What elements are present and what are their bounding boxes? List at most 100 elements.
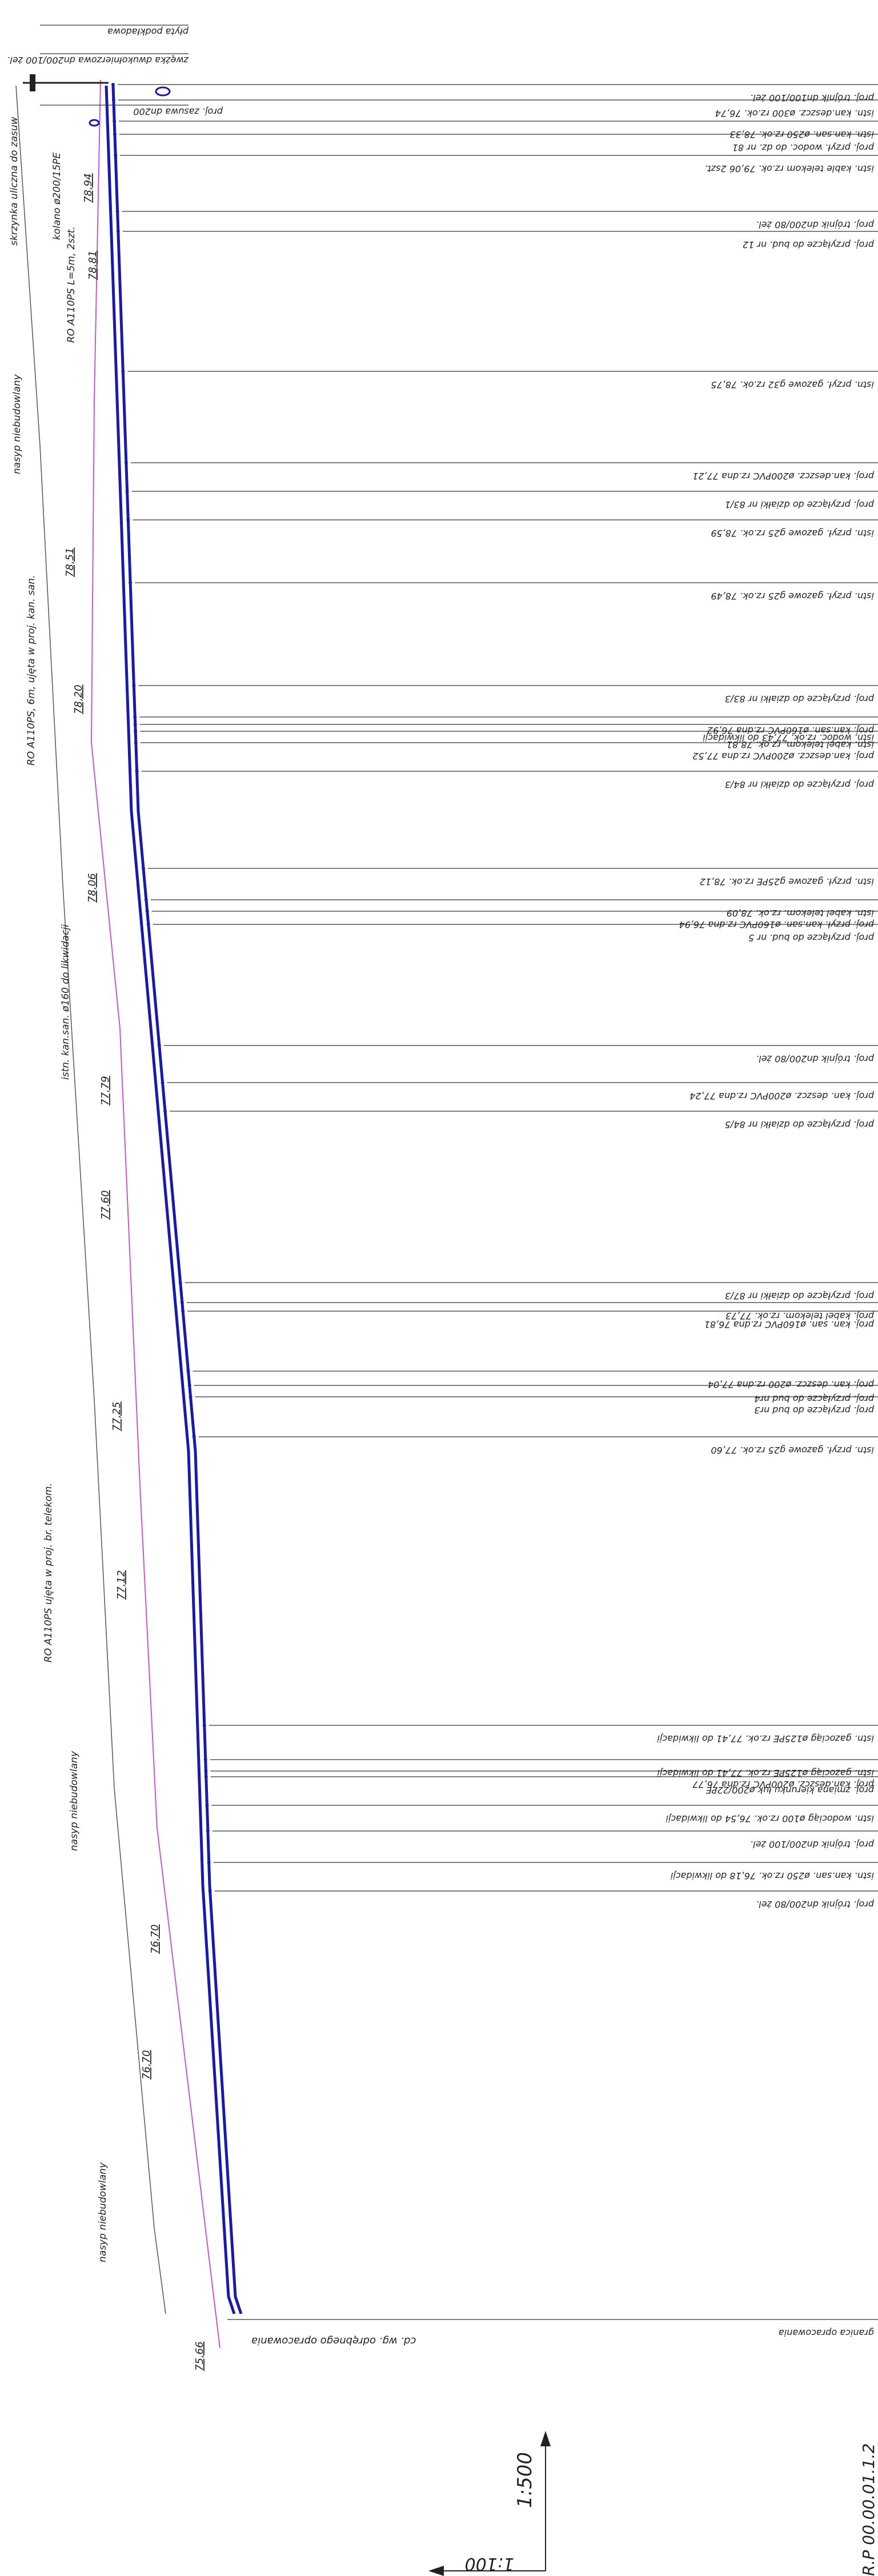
right-label: proj. przył. wodoc. do dz. nr 81: [732, 142, 875, 153]
right-label: istn. kable telekom rz.ok. 79,06 2szt.: [704, 163, 874, 174]
top-note: zwężka dwukołnierzowa dn200/100 żel.: [7, 55, 189, 66]
right-label: granica opracowania: [779, 2327, 874, 2338]
scale-horizontal: 1:100: [465, 2554, 514, 2574]
main-pipe: [105, 85, 243, 2314]
node-dot: [115, 210, 119, 213]
right-label: istn. wodoc. rz.ok. 77,43 do likwidacji: [703, 732, 874, 743]
right-label: proj. przyłącze do działki nr 83/1: [725, 499, 875, 510]
elevation-mark: 78,94: [82, 173, 94, 203]
node-dot: [111, 83, 115, 86]
node-dot: [111, 98, 115, 102]
node-dot: [178, 1281, 182, 1284]
node-dot: [157, 1044, 161, 1047]
node-dot: [113, 119, 117, 123]
right-label: istn. wodociąg ø100 rz.ok. 76,54 do likw…: [665, 1813, 874, 1824]
node-dot: [134, 730, 138, 733]
right-label: proj. przył. kan.san. ø160PVC rz.dna 76,…: [679, 919, 875, 930]
elevation-mark: 77,60: [99, 1190, 111, 1220]
right-label: proj. kan.deszcz. ø200PVC rz.dna 77,52: [692, 751, 875, 762]
left-note: skrzynka uliczna do zasuw: [9, 117, 20, 246]
right-label: proj. trójnik dn100/100 żel.: [750, 93, 875, 103]
node-dot: [189, 1395, 193, 1399]
right-label: proj. przyłącze do działki nr 84/5: [725, 1119, 875, 1130]
right-label: proj. trójnik dn200/100 żel.: [750, 1839, 875, 1850]
right-label: istn. przył. gazowe g25 rz.ok. 78,49: [711, 591, 874, 602]
scale-indicator: 1:500 1:100: [428, 2431, 551, 2576]
right-label: proj. trójnik dn200/80 żel.: [756, 219, 875, 230]
elevation-mark: 77,79: [99, 1076, 111, 1105]
elevation-mark: 77,25: [111, 1401, 123, 1431]
right-label: proj. kan. deszcz. ø200PVC rz.dna 77,24: [689, 1091, 875, 1101]
right-label: istn. kan.san. ø250 rz.ok. 76,18 do likw…: [670, 1870, 874, 1881]
node-dot: [145, 910, 149, 913]
right-label: proj. przyłącze do bud. nr 5: [748, 932, 875, 943]
right-label: proj. kan.deszcz. ø200PVC rz.dna 77,21: [692, 471, 875, 482]
right-label: proj. przyłącze do działki nr 87/3: [725, 1291, 875, 1301]
node-dot: [135, 770, 139, 773]
node-dot: [203, 1758, 207, 1761]
elevation-mark: 76,70: [149, 1924, 161, 1954]
left-note: RO A110PS, 6m, ujęta w proj. kan. san.: [26, 575, 37, 766]
right-label: proj. przyłącze do działki nr 83/3: [725, 694, 875, 704]
right-label: proj. przyłącze do działki nr 84/3: [725, 779, 875, 790]
left-note: nasyp niebudowlany: [97, 2162, 109, 2262]
terrain-line: [90, 79, 220, 2349]
right-label: istn. kan.deszcz. ø300 rz.ok. 76,74: [715, 108, 874, 119]
right-label: istn. gazociąg ø125PE rz.ok. 77,41 do li…: [657, 1768, 874, 1778]
elevation-mark: 78,51: [64, 547, 76, 577]
elevation-mark: 76,70: [141, 2050, 153, 2080]
node-dot: [205, 1804, 209, 1807]
elevation-mark: 75,66: [194, 2341, 206, 2371]
top-fittings: [23, 74, 171, 127]
right-label: istn. przył. gazowe g25PE rz.ok. 78,12: [700, 876, 874, 887]
right-label: proj. zmiana kierunku łuk ø200/22PE: [705, 1785, 875, 1796]
elevation-mark: 78,06: [86, 873, 98, 903]
left-note: kolano ø200/15PE: [51, 153, 63, 240]
ground-line: [15, 85, 166, 2314]
left-note: nasyp niebudowlany: [69, 1750, 80, 1851]
left-note: istn. kan.san. ø160 do likwidacji: [60, 924, 71, 1080]
left-note: RO A110PS L=5m, 2szt.: [66, 226, 77, 343]
top-notes-group: płyta podkładowa zwężka dwukołnierzowa dn…: [7, 25, 223, 117]
node-dot: [114, 154, 118, 157]
right-label: istn. gazociąg ø125PE rz.ok. 77,41 do li…: [657, 1733, 874, 1744]
top-note: płyta podkładowa: [107, 26, 189, 37]
node-dot: [206, 1829, 210, 1833]
right-label: istn. kan.san. ø250 rz.ok. 78,33: [729, 129, 874, 140]
top-note: proj. zasuwa dn200: [133, 106, 223, 117]
scale-vertical: 1:500: [514, 2452, 536, 2508]
node-dot: [163, 1109, 167, 1113]
bottom-note: cd. wg. odrębnego opracowania: [251, 2335, 416, 2347]
node-dot: [161, 1081, 165, 1084]
right-label: proj. kan. deszcz. ø200 rz.dna 77,04: [708, 1379, 875, 1390]
node-dot: [192, 1435, 196, 1439]
node-dot: [204, 1775, 208, 1778]
right-label: proj. przyłącze do bud nr4: [754, 1393, 875, 1404]
right-label: istn. przył. gazowe g25 rz.ok. 78,59: [711, 528, 874, 539]
node-dot: [144, 898, 148, 902]
node-dot: [207, 1861, 211, 1864]
node-dot: [113, 133, 117, 136]
right-label: istn. kabel telekom. rz.ok. 78,81: [727, 739, 874, 750]
elevations-group: 78,94 78,81 78,51 78,20 78,06 77,79 77,60 77,25…: [64, 173, 206, 2371]
elevation-mark: 78,81: [87, 250, 99, 280]
right-label: proj. kan.san. ø160PVC rz.dna 76,92: [707, 725, 875, 736]
right-label: proj. trójnik dn200/80 żel.: [756, 1899, 875, 1910]
node-dot: [208, 1889, 212, 1893]
node-dot: [186, 1369, 190, 1373]
node-dot: [124, 461, 128, 464]
node-dot: [187, 1384, 191, 1387]
sheet-mark: R.P 00.00.01.1.2: [859, 2443, 878, 2576]
left-notes-group: skrzynka uliczna do zasuw kolano ø200/15P…: [9, 117, 109, 2262]
right-label: istn. przył. gazowe g25 rz.ok. 77,60: [711, 1445, 874, 1456]
elevation-mark: 78,20: [73, 684, 85, 714]
right-label: istn. kabel telekom. rz.ok. 78,09: [727, 908, 874, 919]
node-dot: [181, 1309, 185, 1313]
node-dot: [204, 1769, 208, 1773]
right-label: proj. kan. san. ø160PVC rz.dna 76,81: [704, 1319, 875, 1330]
node-dot: [146, 923, 150, 926]
node-dot: [133, 723, 137, 726]
node-dot: [116, 230, 120, 233]
node-dot: [121, 370, 125, 373]
